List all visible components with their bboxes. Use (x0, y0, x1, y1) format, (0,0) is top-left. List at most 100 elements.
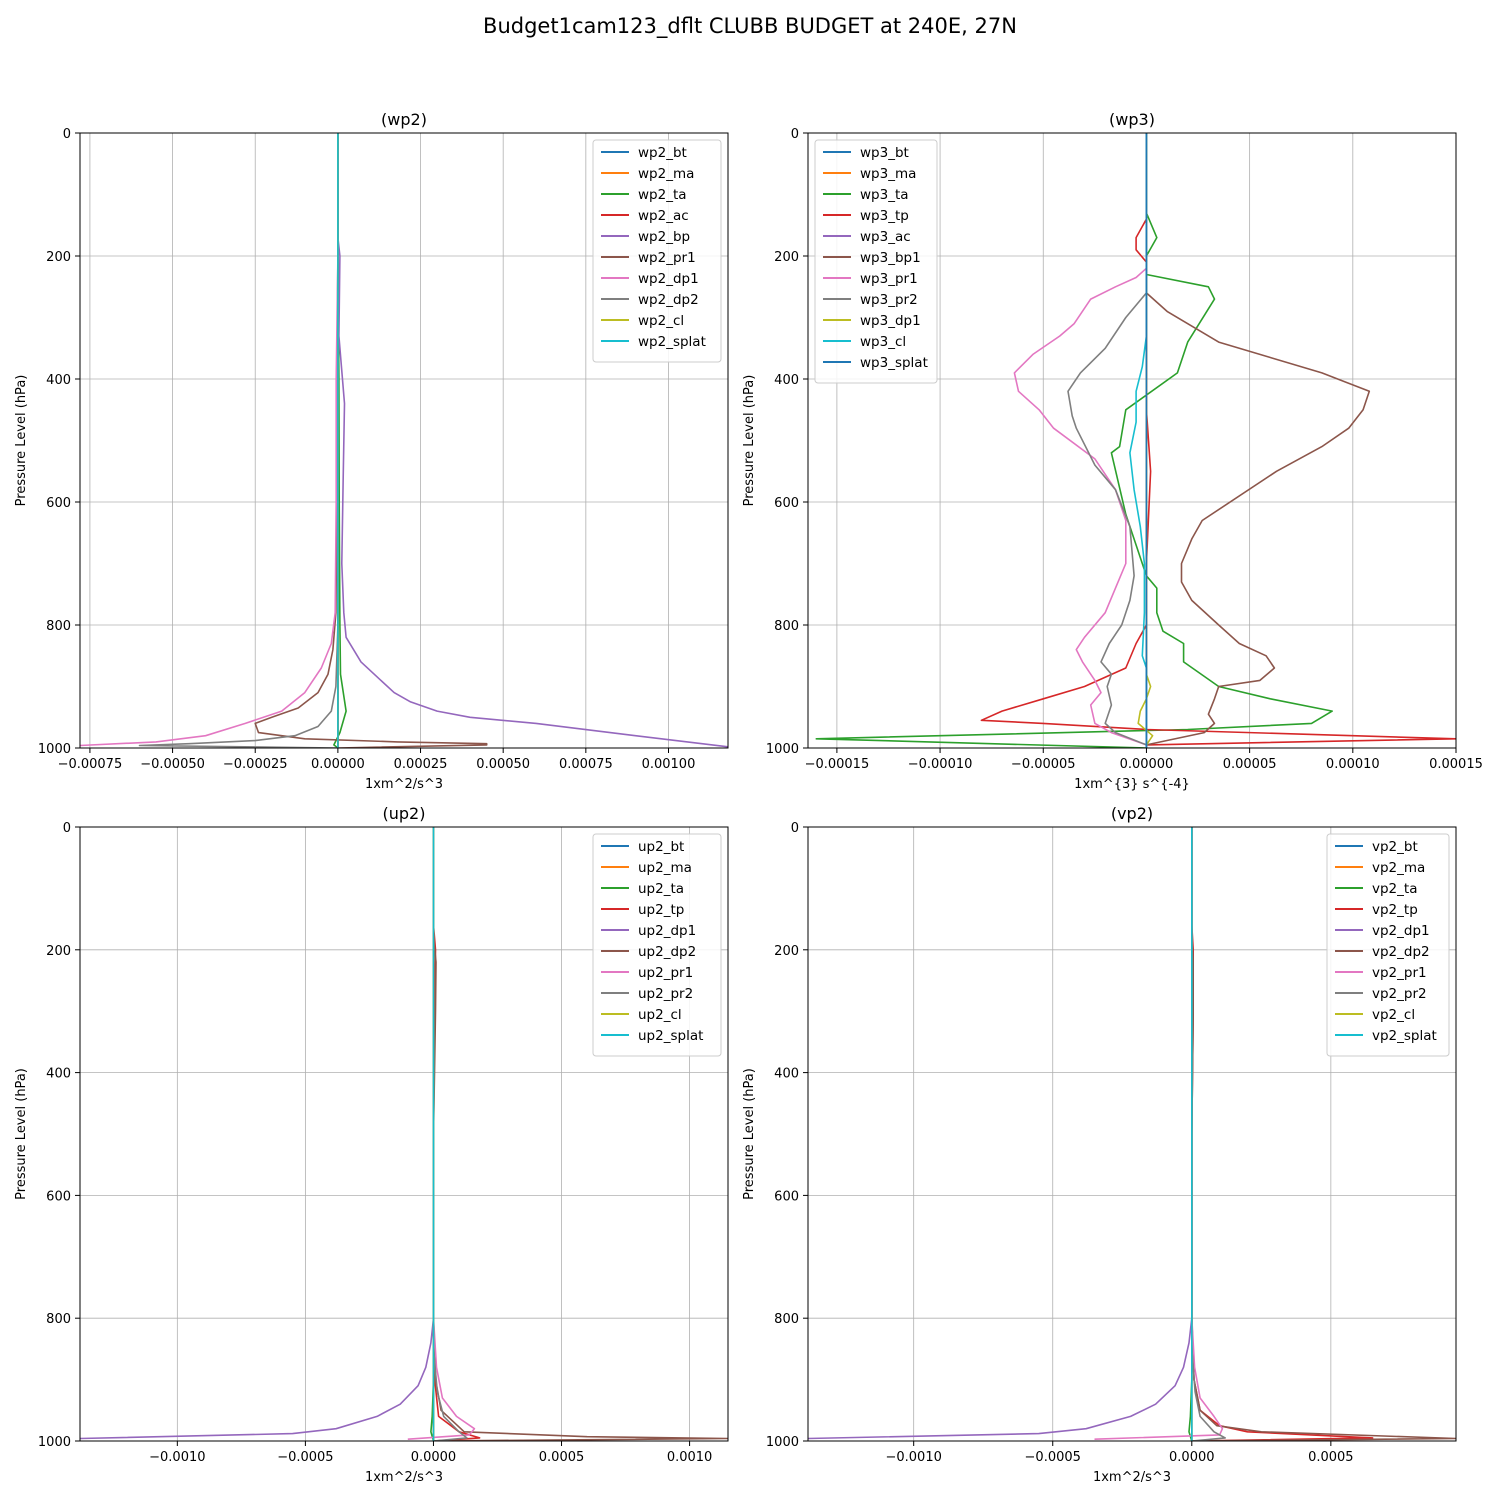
legend-label: wp2_pr1 (638, 250, 696, 266)
legend: up2_bt up2_ma up2_ta up2_tp up2_dp1 up2_dp2up… (592, 833, 722, 1057)
x-axis-label: 1xm^2/s^3 (365, 777, 443, 792)
legend-label: up2_dp1 (638, 923, 696, 939)
y-tick-label: 400 (774, 1067, 799, 1082)
panel-title: (up2) (383, 804, 426, 823)
legend-label: vp2_splat (1372, 1028, 1437, 1044)
y-tick-label: 200 (46, 944, 71, 959)
panel-title: (wp3) (1109, 110, 1155, 129)
y-tick-label: 800 (46, 619, 71, 634)
series-line-vp2_pr2 (1191, 827, 1226, 1441)
y-axis-label: Pressure Level (hPa) (742, 375, 757, 507)
panel-title: (vp2) (1111, 804, 1153, 823)
y-axis-label: Pressure Level (hPa) (14, 1068, 29, 1200)
legend-label: wp3_bt (860, 145, 909, 161)
series-line-up2_dp2 (432, 827, 728, 1441)
series-line-vp2_pr1 (1094, 827, 1224, 1440)
x-tick-label: 0.0000 (411, 1450, 457, 1465)
legend-label: wp3_cl (860, 334, 906, 350)
legend-label: wp3_splat (860, 355, 928, 371)
legend-label: wp2_dp1 (638, 271, 699, 287)
legend-label: up2_splat (638, 1028, 703, 1044)
legend-label: up2_ma (638, 860, 692, 876)
legend-label: up2_bt (638, 839, 684, 855)
y-tick-label: 600 (774, 496, 799, 511)
series-line-wp2_dp1 (80, 133, 339, 747)
legend-label: vp2_tp (1372, 902, 1418, 918)
x-tick-label: −0.00050 (140, 757, 205, 772)
legend-label: up2_pr2 (638, 986, 693, 1002)
legend-label: up2_pr1 (638, 965, 693, 981)
x-tick-label: −0.00010 (908, 757, 973, 772)
legend-box (1326, 833, 1450, 1057)
legend-label: wp2_bt (638, 145, 687, 161)
series-line-wp2_dp2 (138, 133, 339, 748)
series-line-up2_pr1 (407, 827, 476, 1440)
x-tick-label: 0.00010 (1326, 757, 1380, 772)
x-tick-label: −0.00015 (805, 757, 870, 772)
legend-label: wp3_pr2 (860, 292, 918, 308)
legend-label: wp2_ta (638, 187, 687, 203)
panel-wp2: −0.00075 −0.00050 −0.00025 0.00000 0.00025 0.… (14, 110, 729, 792)
legend-label: wp2_ac (638, 208, 689, 224)
legend-label: wp2_cl (638, 313, 684, 329)
x-axis-label: 1xm^2/s^3 (1093, 1470, 1171, 1485)
series-group (815, 133, 1456, 748)
series-line-wp3_dp1 (1137, 133, 1154, 746)
legend: vp2_bt vp2_ma vp2_ta vp2_tp vp2_dp1 vp2_dp2vp… (1326, 833, 1450, 1057)
legend-label: wp3_dp1 (860, 313, 921, 329)
x-axis-label: 1xm^2/s^3 (365, 1470, 443, 1485)
y-tick-label: 600 (46, 496, 71, 511)
legend-label: up2_ta (638, 881, 684, 897)
series-line-wp3_tp (980, 133, 1456, 746)
legend-label: vp2_dp2 (1372, 944, 1430, 960)
legend-label: vp2_dp1 (1372, 923, 1430, 939)
y-tick-label: 600 (774, 1189, 799, 1204)
legend: wp2_bt wp2_ma wp2_ta wp2_ac wp2_bp wp2_pr1 wp2… (592, 139, 722, 363)
series-line-wp2_bp (337, 133, 728, 748)
series-line-up2_tp (432, 827, 481, 1441)
x-tick-label: −0.0005 (277, 1450, 333, 1465)
series-line-up2_pr2 (432, 827, 468, 1441)
x-tick-label: 0.0010 (667, 1450, 713, 1465)
series-line-wp3_pr2 (1067, 133, 1148, 746)
panel-up2: −0.0010 −0.0005 0.0000 0.0005 0.0010 0 200 400 6… (14, 804, 729, 1485)
y-tick-label: 200 (774, 944, 799, 959)
legend-label: wp3_pr1 (860, 271, 918, 287)
figure-title: Budget1cam123_dflt CLUBB BUDGET at 240E,… (483, 14, 1017, 38)
series-line-wp2_pr1 (254, 133, 488, 748)
x-tick-label: −0.00025 (223, 757, 288, 772)
x-tick-label: 0.00005 (1223, 757, 1277, 772)
legend-label: wp2_splat (638, 334, 706, 350)
legend-label: wp3_bp1 (860, 250, 921, 266)
y-tick-label: 1000 (766, 1435, 799, 1450)
x-tick-label: 0.00025 (394, 757, 448, 772)
legend-label: vp2_bt (1372, 839, 1418, 855)
x-tick-label: 0.00050 (476, 757, 530, 772)
series-line-up2_dp1 (80, 827, 435, 1440)
panel-title: (wp2) (381, 110, 427, 129)
legend-label: wp2_ma (638, 166, 694, 182)
y-tick-label: 1000 (766, 742, 799, 757)
series-group (808, 827, 1456, 1441)
series-line-vp2_dp1 (808, 827, 1193, 1440)
y-tick-label: 1000 (38, 742, 71, 757)
series-line-wp3_bp1 (1145, 133, 1371, 746)
y-tick-label: 0 (791, 821, 799, 836)
legend-label: up2_tp (638, 902, 684, 918)
y-tick-label: 600 (46, 1189, 71, 1204)
y-tick-label: 200 (46, 250, 71, 265)
series-line-wp3_cl (1129, 133, 1148, 748)
legend-label: wp2_bp (638, 229, 690, 245)
legend-label: wp3_ac (860, 229, 911, 245)
legend-box (592, 139, 722, 363)
legend-label: up2_dp2 (638, 944, 696, 960)
x-axis-label: 1xm^{3} s^{-4} (1074, 777, 1190, 792)
legend-label: wp3_tp (860, 208, 909, 224)
x-tick-label: −0.00075 (58, 757, 123, 772)
y-tick-label: 800 (774, 1312, 799, 1327)
y-tick-label: 800 (46, 1312, 71, 1327)
series-line-wp3_pr1 (1013, 133, 1148, 746)
axes-frame (807, 132, 1457, 749)
x-tick-label: 0.00015 (1429, 757, 1483, 772)
